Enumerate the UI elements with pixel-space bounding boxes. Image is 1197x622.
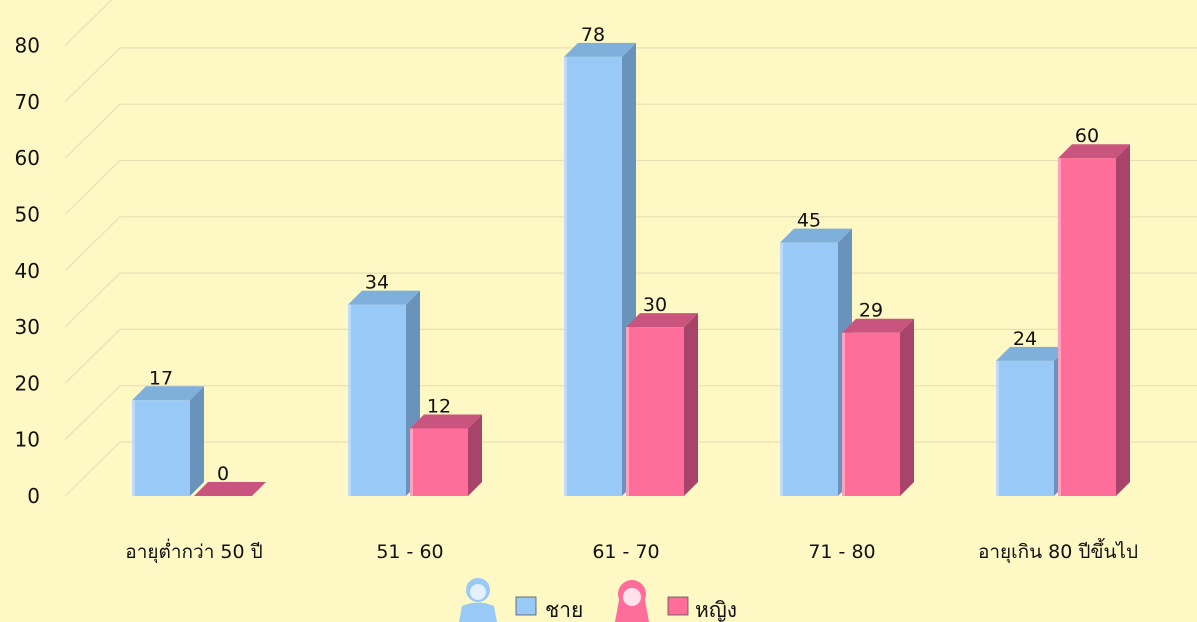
y-tick-label: 40: [15, 259, 40, 283]
y-tick-label: 10: [15, 428, 40, 452]
bar: [348, 290, 420, 496]
legend-label: ชาย: [545, 598, 583, 622]
girl-icon: [615, 580, 649, 622]
gridline: [64, 0, 113, 47]
data-label: 60: [1075, 125, 1099, 147]
data-label: 45: [797, 210, 821, 232]
y-tick-label: 20: [15, 371, 40, 395]
data-label: 24: [1013, 328, 1037, 350]
x-tick-label: 71 - 80: [808, 541, 875, 563]
bar: [842, 318, 914, 496]
gridline: [64, 103, 1197, 159]
gridlines: [64, 0, 1197, 497]
bar: [194, 482, 266, 496]
bar: [132, 386, 204, 496]
data-labels: 17 0 34 12 78 30 45 29 24 60: [149, 24, 1099, 485]
y-tick-label: 50: [15, 203, 40, 227]
x-tick-label: อายุต่ำกว่า 50 ปี: [125, 538, 262, 564]
bar: [564, 42, 636, 497]
legend-swatch: [667, 596, 689, 616]
gridline: [64, 159, 1197, 215]
y-tick-label: 0: [27, 484, 40, 508]
x-axis: อายุต่ำกว่า 50 ปี 51 - 60 61 - 70 71 - 80 อา…: [125, 538, 1138, 564]
y-tick-label: 60: [15, 146, 40, 170]
data-label: 17: [149, 367, 173, 389]
bars: [132, 42, 1130, 497]
bar: [780, 228, 852, 496]
legend-item: ชาย: [459, 578, 583, 622]
data-label: 78: [581, 24, 605, 46]
y-axis: 0 10 20 30 40 50 60 70 80: [15, 34, 40, 508]
data-label: 12: [427, 395, 451, 417]
bar: [1058, 144, 1130, 496]
legend: ชาย หญิง: [459, 578, 737, 622]
data-label: 30: [643, 294, 667, 316]
x-tick-label: อายุเกิน 80 ปีขึ้นไป: [978, 538, 1138, 564]
boy-icon: [459, 578, 497, 622]
bar: [996, 346, 1068, 496]
x-tick-label: 51 - 60: [376, 541, 443, 563]
data-label: 0: [217, 463, 229, 485]
y-tick-label: 80: [15, 34, 40, 58]
y-tick-label: 30: [15, 315, 40, 339]
gridline: [64, 216, 1197, 272]
bar: [410, 414, 482, 496]
x-tick-label: 61 - 70: [592, 541, 659, 563]
gridline: [64, 47, 1197, 103]
y-tick-label: 70: [15, 90, 40, 114]
legend-swatch: [515, 596, 537, 616]
data-label: 29: [859, 300, 883, 322]
legend-label: หญิง: [695, 598, 737, 622]
legend-item: หญิง: [615, 580, 737, 622]
data-label: 34: [365, 272, 389, 294]
bar: [626, 313, 698, 496]
